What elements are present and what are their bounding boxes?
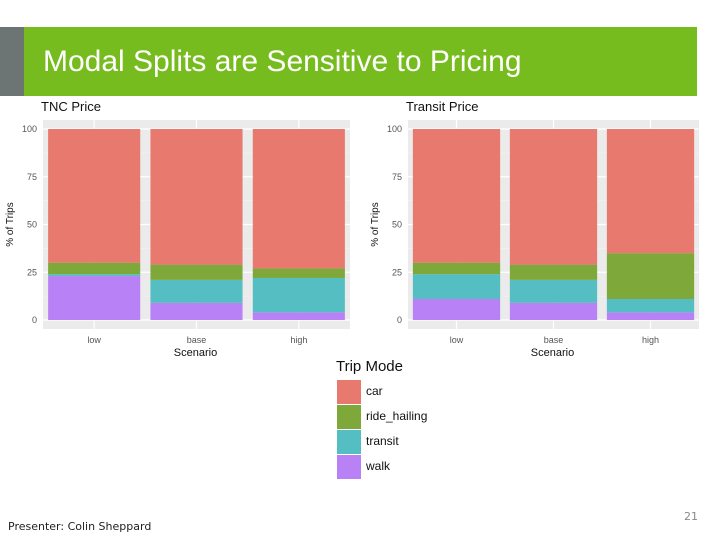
title-bar: Modal Splits are Sensitive to Pricing	[0, 27, 697, 96]
legend-item-transit: transit	[337, 430, 447, 454]
legend-swatch-walk	[337, 455, 361, 479]
bar-segment-walk	[606, 312, 695, 320]
slide-title: Modal Splits are Sensitive to Pricing	[43, 45, 522, 78]
bar-segment-ride-hailing	[606, 253, 695, 299]
page-number: 21	[684, 510, 698, 523]
bar-segment-car	[252, 129, 345, 269]
bar-segment-walk	[48, 276, 141, 320]
y-axis-label: % of Trips	[5, 202, 16, 246]
x-axis-label: Scenario	[174, 347, 217, 359]
y-tick-label: 0	[397, 315, 402, 325]
bar-segment-car	[509, 129, 598, 265]
y-tick-label: 25	[392, 267, 402, 277]
bar-segment-transit	[150, 279, 243, 303]
presenter-credit: Presenter: Colin Sheppard	[8, 520, 152, 533]
chart-title-transit-price: Transit Price	[406, 99, 478, 114]
y-tick-label: 0	[32, 315, 37, 325]
x-tick-label-high: high	[642, 335, 659, 345]
y-tick-label: 75	[27, 172, 37, 182]
bar-segment-ride-hailing	[412, 262, 501, 275]
y-tick-label: 25	[27, 267, 37, 277]
bar-segment-walk	[412, 298, 501, 320]
bar-segment-transit	[48, 274, 141, 277]
bar-segment-ride-hailing	[509, 264, 598, 280]
bar-segment-ride-hailing	[252, 268, 345, 278]
bar-segment-ride-hailing	[150, 264, 243, 280]
x-tick-label-base: base	[544, 335, 564, 345]
legend: Trip Mode car ride_hailing transit walk	[332, 356, 452, 486]
x-tick-label-low: low	[450, 335, 464, 345]
bar-segment-car	[412, 129, 501, 263]
bar-segment-car	[606, 129, 695, 254]
bar-segment-walk	[252, 312, 345, 320]
bar-segment-walk	[150, 302, 243, 320]
legend-label-ride-hailing: ride_hailing	[366, 409, 428, 423]
x-tick-label-high: high	[290, 335, 307, 345]
bar-segment-ride-hailing	[48, 262, 141, 275]
bar-segment-transit	[412, 274, 501, 299]
legend-swatch-ride-hailing	[337, 405, 361, 429]
legend-label-walk: walk	[366, 459, 391, 473]
legend-swatch-transit	[337, 430, 361, 454]
y-tick-label: 100	[22, 124, 37, 134]
y-tick-label: 50	[392, 220, 402, 230]
legend-label-transit: transit	[366, 434, 399, 448]
y-tick-label: 50	[27, 220, 37, 230]
bar-segment-transit	[606, 298, 695, 313]
legend-title: Trip Mode	[336, 358, 403, 375]
chart-title-tnc-price: TNC Price	[41, 99, 101, 114]
y-tick-label: 100	[387, 124, 402, 134]
bar-segment-car	[150, 129, 243, 265]
legend-item-car: car	[337, 380, 447, 404]
title-accent-block	[0, 27, 24, 96]
legend-label-car: car	[366, 384, 383, 398]
bar-segment-walk	[509, 302, 598, 320]
x-tick-label-low: low	[87, 335, 101, 345]
charts-area: TNC Price 0 25 50 75 100 low base high Scenario % …	[5, 99, 699, 359]
y-axis-label: % of Trips	[370, 202, 381, 246]
y-tick-label: 75	[392, 172, 402, 182]
legend-item-ride-hailing: ride_hailing	[337, 405, 447, 429]
legend-item-walk: walk	[337, 455, 447, 479]
bar-segment-transit	[509, 279, 598, 303]
x-axis-label: Scenario	[531, 347, 574, 359]
legend-swatch-car	[337, 380, 361, 404]
bar-segment-car	[48, 129, 141, 263]
x-tick-label-base: base	[187, 335, 207, 345]
bar-segment-transit	[252, 277, 345, 313]
